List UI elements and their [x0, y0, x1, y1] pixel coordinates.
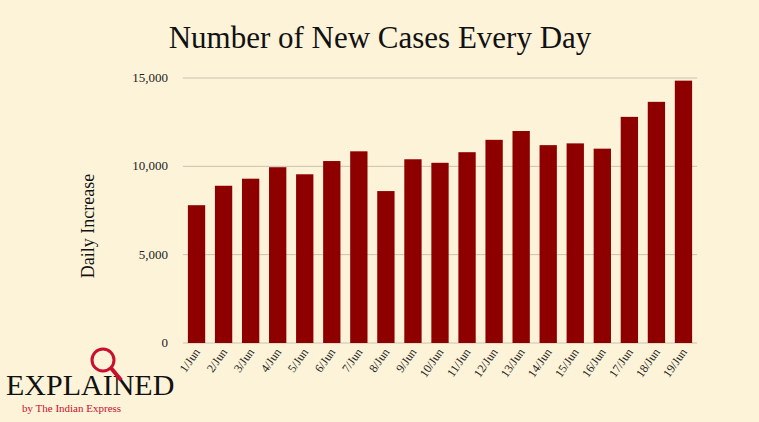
x-tick-label: 12/Jun	[471, 346, 501, 380]
bar	[621, 117, 638, 343]
bar	[377, 191, 394, 343]
bar	[404, 159, 421, 343]
grid-line	[183, 78, 697, 79]
bar	[188, 205, 205, 343]
bar	[296, 174, 313, 343]
x-tick-label: 17/Jun	[606, 346, 636, 380]
bar	[540, 145, 557, 343]
bar	[242, 179, 259, 343]
bar	[513, 131, 530, 343]
x-tick-label: 9/Jun	[393, 346, 419, 375]
x-tick-label: 8/Jun	[366, 346, 392, 375]
logo-text: EXPLAINED	[6, 368, 174, 401]
logo-icon	[111, 368, 121, 380]
chart: Number of New Cases Every Day Daily Incre…	[0, 0, 759, 422]
x-tick-label: 6/Jun	[312, 346, 338, 375]
x-tick-label: 7/Jun	[339, 346, 365, 375]
y-tick-label: 15,000	[132, 70, 168, 85]
logo-subtext: by The Indian Express	[22, 402, 121, 414]
x-tick-label: 1/Jun	[177, 346, 203, 375]
x-tick-label: 4/Jun	[258, 346, 284, 375]
y-tick-label: 0	[162, 335, 169, 350]
bar	[431, 163, 448, 343]
bar	[458, 152, 475, 343]
y-tick-label: 10,000	[132, 158, 168, 173]
x-tick-label: 18/Jun	[633, 346, 663, 380]
bar	[648, 102, 665, 343]
bar	[215, 186, 232, 343]
x-tick-label: 10/Jun	[417, 346, 447, 380]
bar	[485, 140, 502, 343]
x-tick-label: 15/Jun	[552, 346, 582, 380]
x-tick-label: 13/Jun	[498, 346, 528, 380]
y-axis-label: Daily Increase	[78, 174, 98, 278]
x-tick-label: 2/Jun	[204, 346, 230, 375]
x-tick-label: 5/Jun	[285, 346, 311, 375]
background	[0, 0, 759, 422]
bar	[594, 149, 611, 343]
y-tick-label: 5,000	[139, 247, 168, 262]
bar	[350, 151, 367, 343]
x-tick-label: 16/Jun	[579, 346, 609, 380]
bar	[675, 81, 692, 343]
title: Number of New Cases Every Day	[169, 20, 592, 55]
x-tick-label: 19/Jun	[660, 346, 690, 380]
logo-icon	[92, 349, 114, 371]
bars	[188, 81, 692, 343]
bar	[269, 167, 286, 343]
x-tick-label: 3/Jun	[231, 346, 257, 375]
x-tick-label: 14/Jun	[525, 346, 555, 380]
x-tick-label: 11/Jun	[444, 346, 474, 380]
bar	[567, 143, 584, 343]
bar	[323, 161, 340, 343]
